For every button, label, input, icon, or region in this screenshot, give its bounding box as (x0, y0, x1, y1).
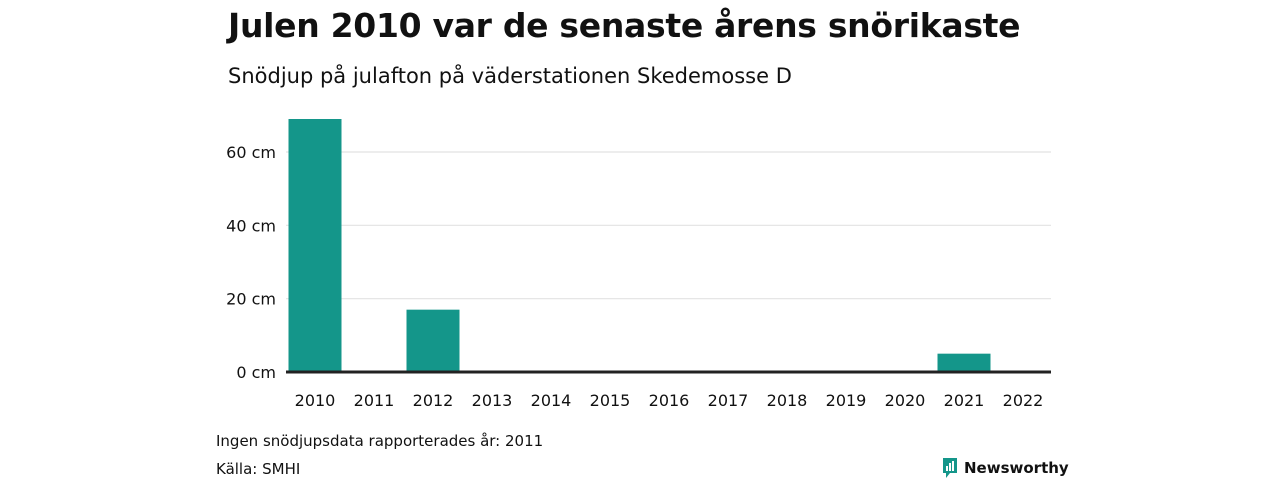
chart-title: Julen 2010 var de senaste årens snörikas… (228, 6, 1021, 45)
x-tick-label: 2020 (885, 391, 926, 410)
x-tick-label: 2022 (1003, 391, 1044, 410)
y-tick-label: 40 cm (226, 216, 276, 235)
x-tick-label: 2017 (708, 391, 749, 410)
x-tick-label: 2010 (295, 391, 336, 410)
bar-2012 (406, 309, 460, 372)
x-tick-label: 2015 (590, 391, 631, 410)
x-tick-label: 2014 (531, 391, 572, 410)
missing-data-note: Ingen snödjupsdata rapporterades år: 201… (216, 432, 544, 450)
bar-2010 (288, 119, 342, 372)
y-tick-label: 0 cm (236, 363, 276, 382)
x-tick-label: 2013 (472, 391, 513, 410)
x-tick-label: 2021 (944, 391, 985, 410)
logo-text: Newsworthy (964, 459, 1069, 477)
x-tick-label: 2019 (826, 391, 867, 410)
bar-2021 (937, 353, 991, 372)
source-note: Källa: SMHI (216, 460, 301, 478)
newsworthy-logo: Newsworthy (942, 457, 1069, 479)
y-tick-label: 20 cm (226, 290, 276, 309)
x-tick-label: 2012 (413, 391, 454, 410)
x-tick-label: 2016 (649, 391, 690, 410)
bar-chart-icon (943, 458, 957, 478)
chart-subtitle: Snödjup på julafton på väderstationen Sk… (228, 64, 792, 88)
x-tick-label: 2011 (354, 391, 395, 410)
y-tick-label: 60 cm (226, 143, 276, 162)
x-tick-label: 2018 (767, 391, 808, 410)
